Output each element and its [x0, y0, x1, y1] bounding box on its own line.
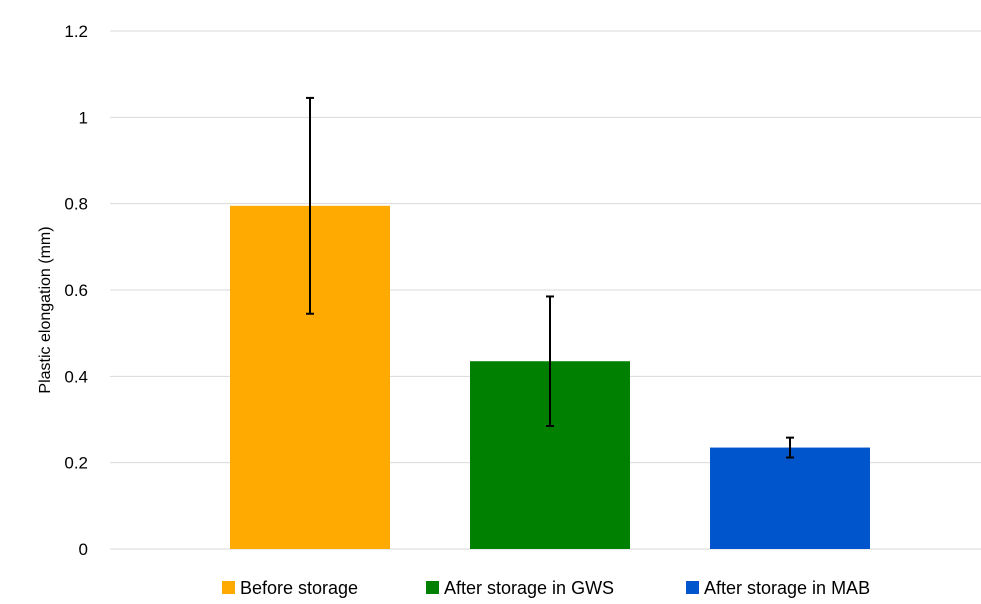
legend: Before storage After storage in GWS After … [222, 578, 870, 598]
error-bar-1 [306, 96, 314, 315]
legend-label: After storage in MAB [704, 578, 870, 598]
legend-label: Before storage [240, 578, 358, 598]
y-tick-label: 0 [79, 540, 88, 559]
legend-item-2: After storage in GWS [426, 578, 614, 598]
y-tick-label: 0.4 [64, 367, 88, 386]
y-axis-title: Plastic elongation (mm) [37, 226, 54, 393]
bar-3 [710, 447, 870, 549]
legend-item-3: After storage in MAB [686, 578, 870, 598]
y-axis-ticks: 0 0.2 0.4 0.6 0.8 1 1.2 [64, 22, 88, 559]
legend-swatch [426, 581, 439, 594]
legend-label: After storage in GWS [444, 578, 614, 598]
error-bars [306, 96, 794, 459]
y-tick-label: 1 [79, 108, 88, 127]
legend-swatch [686, 581, 699, 594]
error-bar-2 [546, 295, 554, 427]
y-tick-label: 0.2 [64, 454, 88, 473]
y-tick-label: 0.8 [64, 195, 88, 214]
y-tick-label: 0.6 [64, 281, 88, 300]
error-bar-3 [786, 436, 794, 459]
legend-item-1: Before storage [222, 578, 358, 598]
legend-swatch [222, 581, 235, 594]
y-tick-label: 1.2 [64, 22, 88, 41]
